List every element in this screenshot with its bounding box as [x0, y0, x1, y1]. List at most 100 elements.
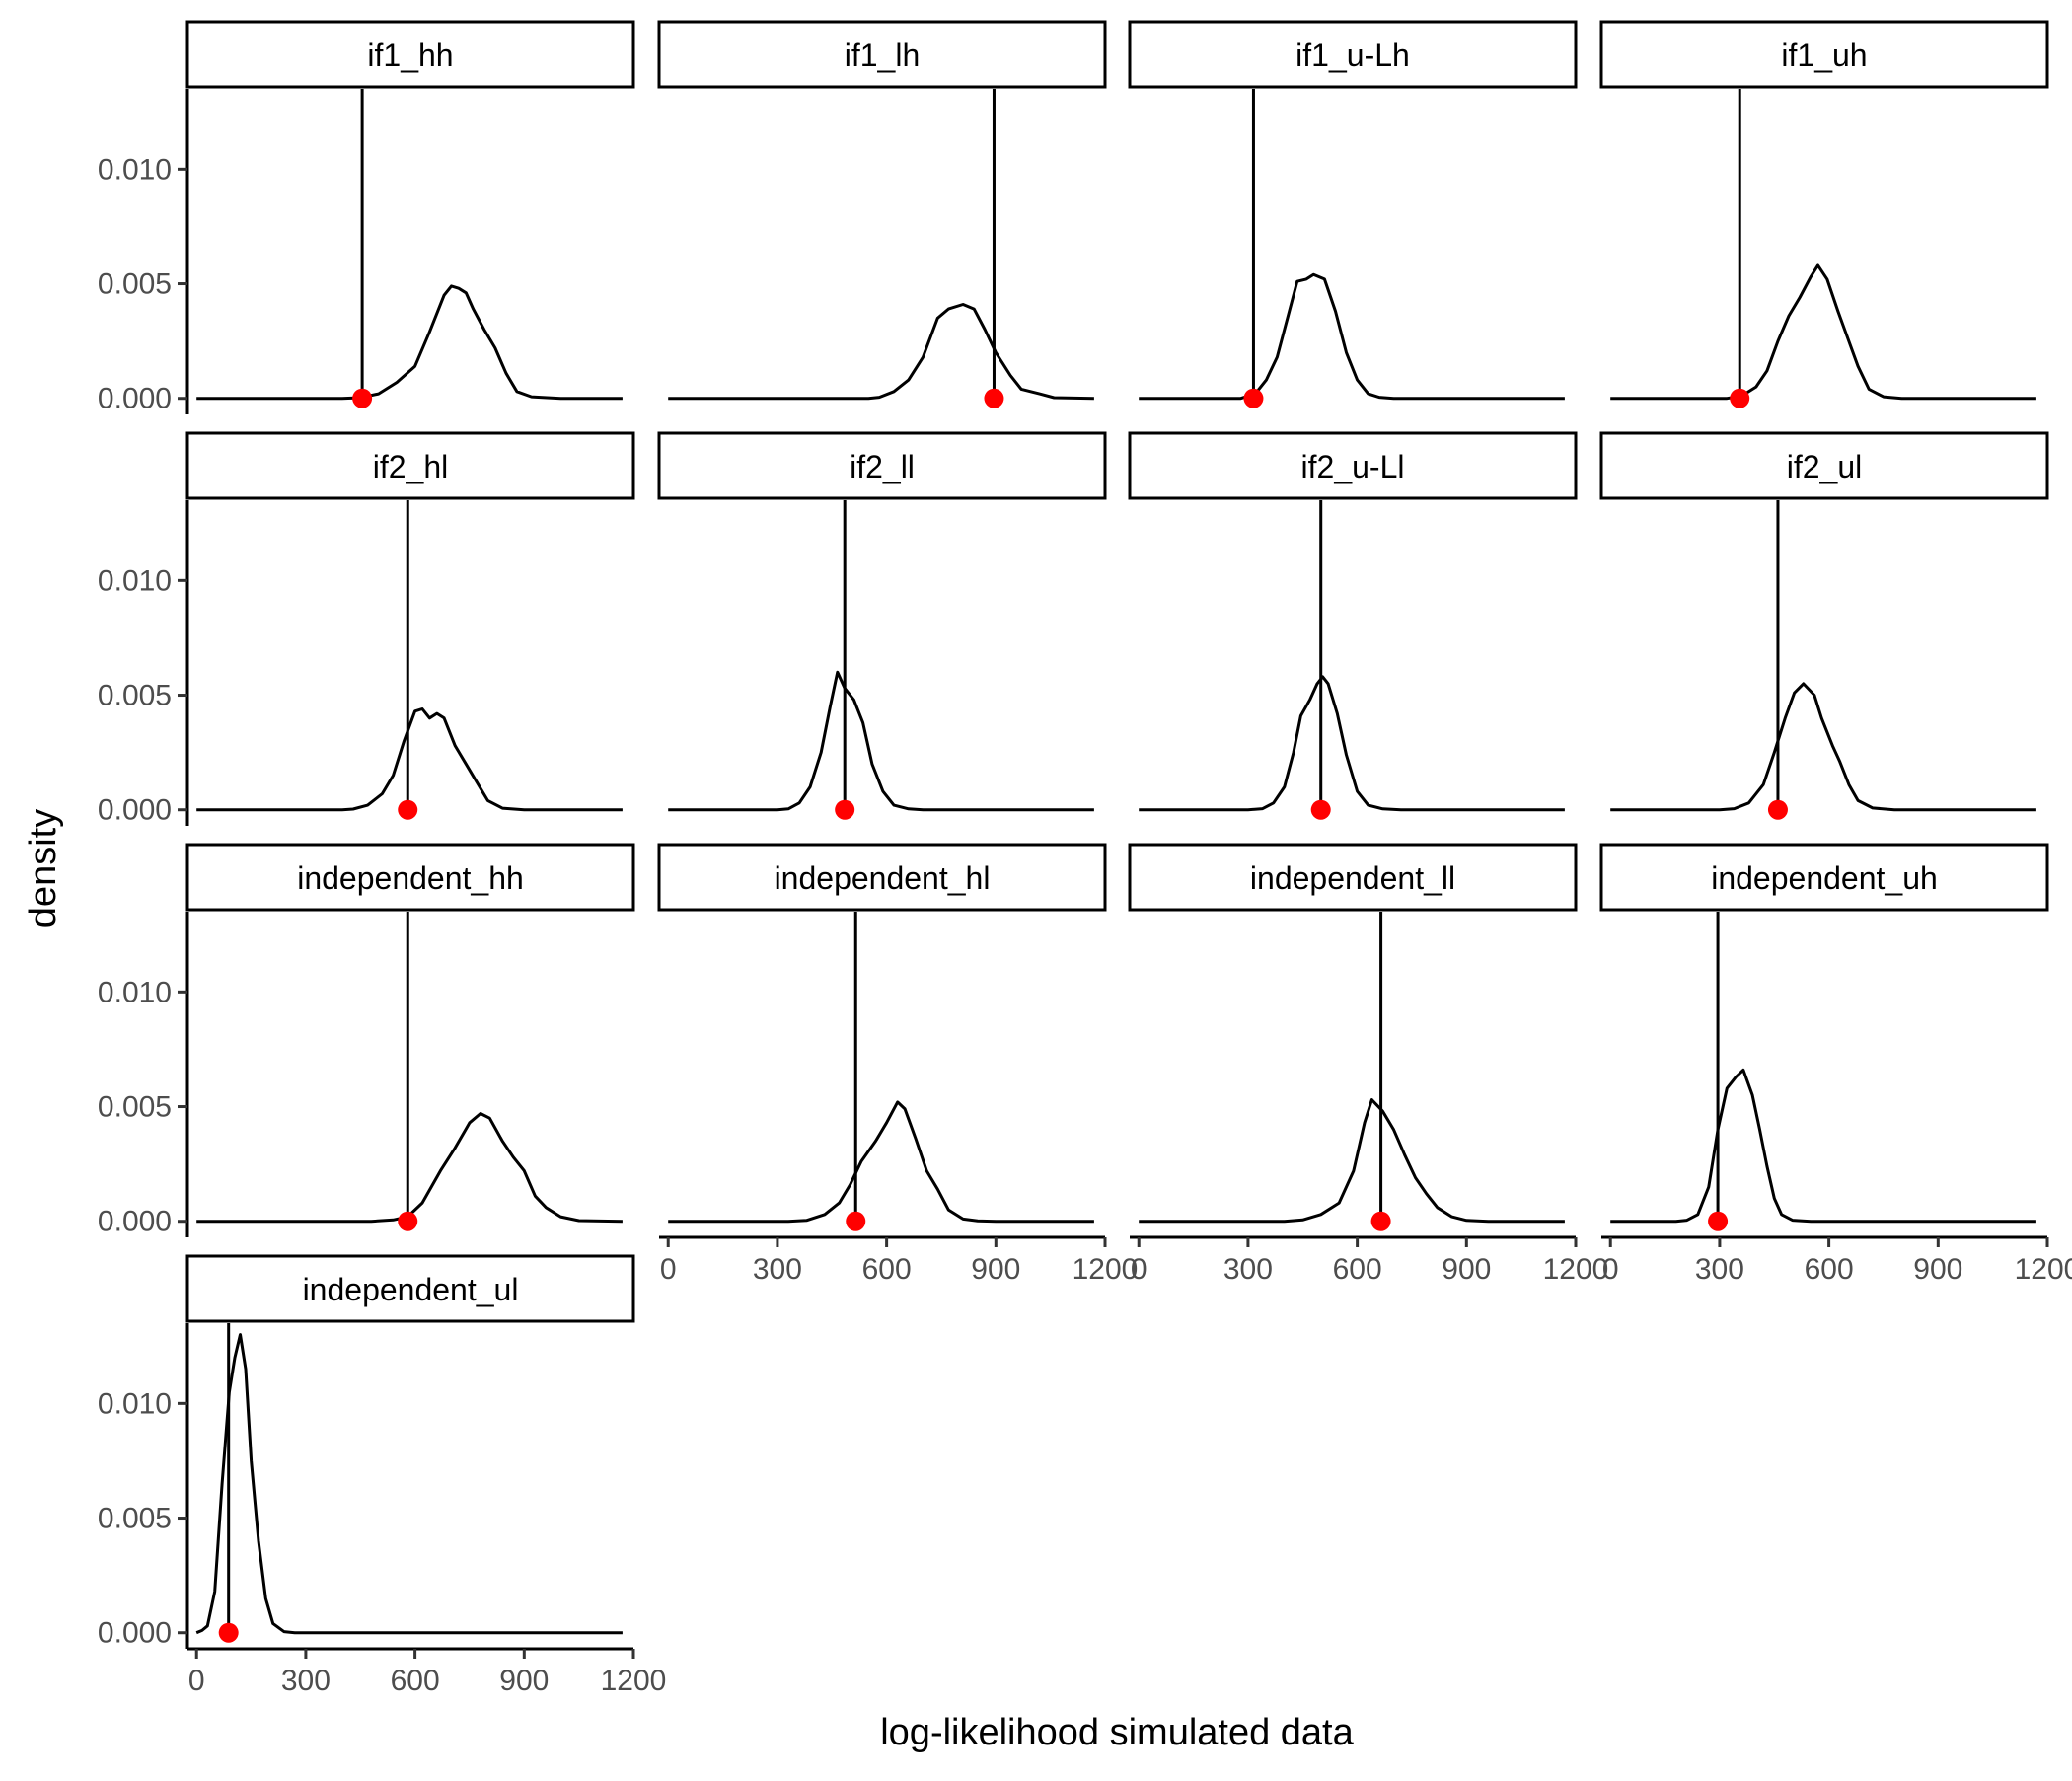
x-tick-label: 0	[1602, 1253, 1619, 1286]
observed-point	[846, 1211, 866, 1231]
facet-panel: if2_ul	[1599, 431, 2049, 820]
facet-panel: if1_u-Lh	[1128, 20, 1578, 408]
density-line	[1610, 1068, 2036, 1224]
y-tick-label: 0.010	[98, 153, 172, 186]
facet-strip	[185, 20, 635, 89]
density-line	[1139, 1098, 1565, 1224]
facet-label: independent_ll	[1250, 860, 1455, 896]
x-tick-label: 600	[391, 1665, 440, 1697]
facet-panel: independent_hh 0.000 0.005 0.010	[98, 843, 635, 1238]
y-tick-label: 0.000	[98, 1617, 172, 1650]
x-tick-label: 1200	[2015, 1253, 2072, 1286]
x-tick-label: 300	[1695, 1253, 1744, 1286]
x-tick-label: 300	[1223, 1253, 1273, 1286]
facet-panel: independent_ul 0.000 0.005 0.010 0 300 600 900 1…	[98, 1254, 667, 1697]
x-tick-label: 0	[188, 1665, 205, 1697]
x-tick-label: 1200	[1543, 1253, 1609, 1286]
density-line	[196, 284, 623, 401]
y-tick-label: 0.005	[98, 680, 172, 712]
facet-label: independent_ul	[303, 1272, 519, 1307]
y-tick-label: 0.000	[98, 1206, 172, 1238]
panels-layer: if1_hh 0.000 0.005 0.010 if1_lh if1_u-Lh if1_u…	[98, 20, 2072, 1697]
facet-label: if1_u-Lh	[1295, 37, 1410, 73]
density-line	[1139, 272, 1565, 401]
x-tick-label: 900	[1913, 1253, 1962, 1286]
facet-panel: if1_uh	[1599, 20, 2049, 408]
observed-point	[835, 799, 855, 820]
facet-label: if1_hh	[367, 37, 453, 73]
facet-strip	[657, 20, 1107, 89]
density-line	[196, 707, 623, 812]
facet-label: independent_hl	[775, 860, 991, 896]
y-tick-label: 0.005	[98, 268, 172, 301]
facet-label: if2_ll	[850, 449, 915, 484]
y-tick-label: 0.005	[98, 1503, 172, 1535]
observed-point	[1767, 799, 1788, 820]
x-tick-label: 0	[1131, 1253, 1147, 1286]
facet-panel: independent_uh 0 300 600 900 1200	[1599, 843, 2072, 1286]
facet-strip	[185, 843, 635, 912]
facet-strip	[1599, 431, 2049, 500]
facet-label: if2_ul	[1787, 449, 1863, 484]
facet-panel: if2_ll	[657, 431, 1107, 820]
facet-panel: if1_lh	[657, 20, 1107, 408]
y-tick-label: 0.000	[98, 383, 172, 415]
y-tick-label: 0.010	[98, 564, 172, 597]
facet-strip	[1128, 843, 1578, 912]
facet-panel: independent_ll 0 300 600 900 1200	[1128, 843, 1609, 1286]
observed-point	[1310, 799, 1331, 820]
facet-label: if1_lh	[845, 37, 921, 73]
density-line	[196, 1112, 623, 1224]
y-tick-label: 0.000	[98, 794, 172, 827]
facet-strip	[1599, 843, 2049, 912]
density-line	[1610, 263, 2036, 401]
facet-strip	[1128, 20, 1578, 89]
x-tick-label: 300	[753, 1253, 802, 1286]
facet-strip	[657, 431, 1107, 500]
facet-strip	[185, 1254, 635, 1323]
facet-strip	[185, 431, 635, 500]
facet-panel: if1_hh 0.000 0.005 0.010	[98, 20, 635, 415]
facet-label: if2_hl	[373, 449, 449, 484]
density-line	[668, 670, 1094, 812]
observed-point	[398, 1211, 418, 1231]
observed-point	[1370, 1211, 1391, 1231]
y-tick-label: 0.010	[98, 1387, 172, 1420]
observed-point	[1708, 1211, 1729, 1231]
observed-point	[1243, 388, 1264, 408]
facet-panel: if2_hl 0.000 0.005 0.010	[98, 431, 635, 827]
observed-point	[218, 1622, 239, 1643]
observed-point	[398, 799, 418, 820]
y-axis-title: density	[23, 809, 64, 928]
density-line	[668, 303, 1094, 401]
x-tick-label: 900	[971, 1253, 1020, 1286]
observed-point	[984, 388, 1004, 408]
x-tick-label: 1200	[1073, 1253, 1139, 1286]
facet-panel: independent_hl 0 300 600 900 1200	[657, 843, 1139, 1286]
facet-strip	[657, 843, 1107, 912]
facet-label: independent_hh	[297, 860, 524, 896]
x-tick-label: 600	[862, 1253, 912, 1286]
density-line	[1610, 682, 2036, 812]
y-tick-label: 0.005	[98, 1091, 172, 1124]
y-tick-label: 0.010	[98, 976, 172, 1008]
observed-point	[1730, 388, 1750, 408]
x-axis-title: log-likelihood simulated data	[880, 1712, 1354, 1753]
facet-label: if2_u-Ll	[1301, 449, 1405, 484]
facet-panel: if2_u-Ll	[1128, 431, 1578, 820]
x-tick-label: 0	[660, 1253, 677, 1286]
density-line	[668, 1100, 1094, 1224]
x-tick-label: 900	[1442, 1253, 1491, 1286]
facet-label: independent_uh	[1711, 860, 1938, 896]
x-tick-label: 900	[499, 1665, 549, 1697]
facet-strip	[1128, 431, 1578, 500]
facet-label: if1_uh	[1781, 37, 1867, 73]
density-line	[1139, 675, 1565, 812]
facet-strip	[1599, 20, 2049, 89]
observed-point	[352, 388, 373, 408]
x-tick-label: 600	[1805, 1253, 1854, 1286]
x-tick-label: 1200	[601, 1665, 667, 1697]
x-tick-label: 600	[1333, 1253, 1382, 1286]
